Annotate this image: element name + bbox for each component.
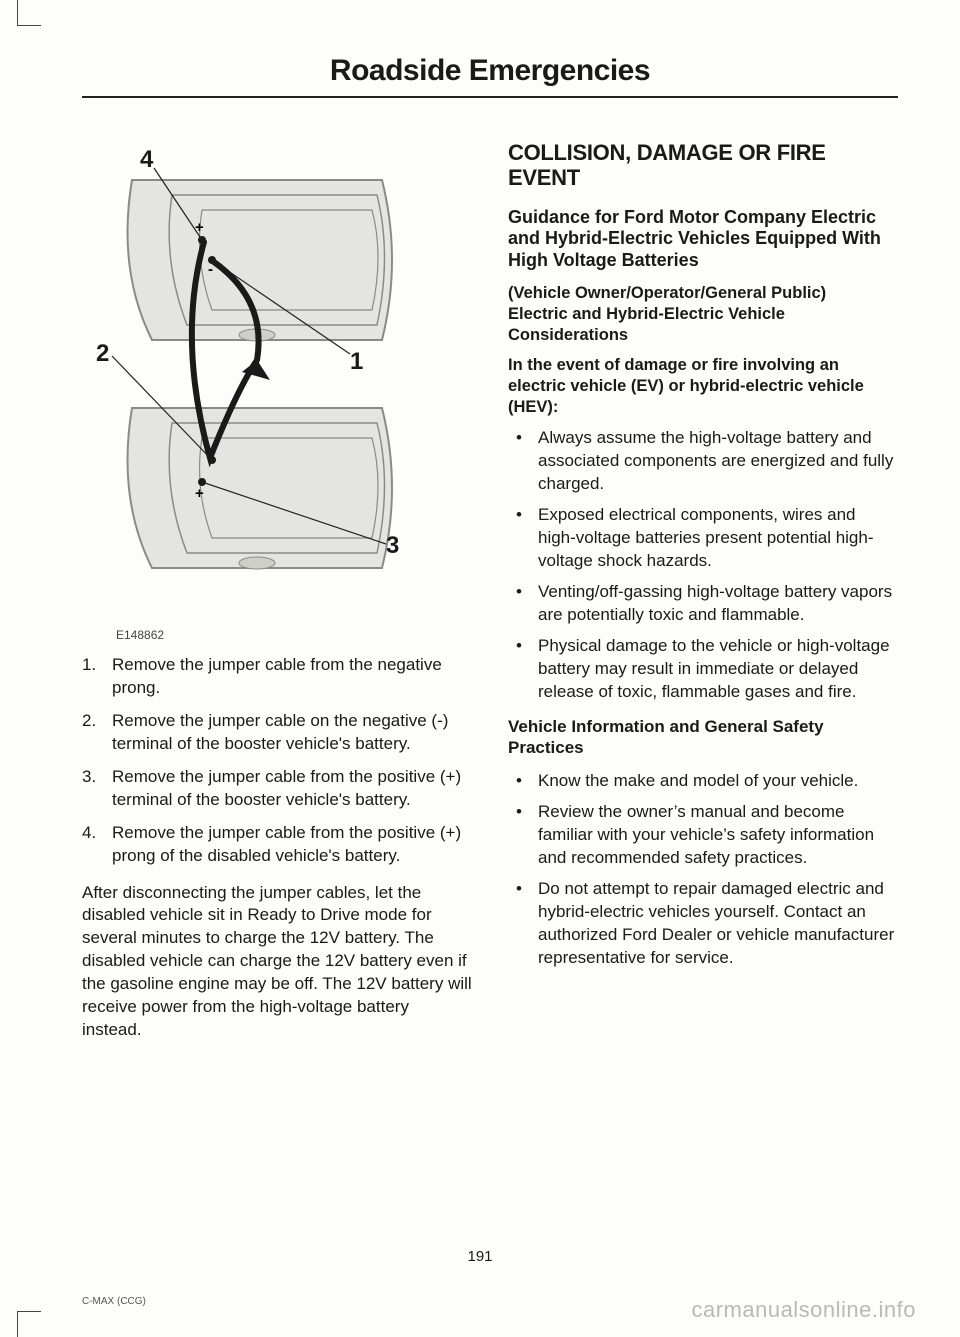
right-column: COLLISION, DAMAGE OR FIRE EVENT Guidance… (508, 140, 898, 1056)
page-title: Roadside Emergencies (82, 54, 898, 88)
safety-2: Review the owner’s manual and become fam… (508, 801, 898, 870)
diagram-svg: + - - + (82, 140, 422, 620)
removal-steps: Remove the jumper cable from the negativ… (82, 654, 472, 868)
diagram-label-4: 4 (140, 146, 153, 174)
step-3: Remove the jumper cable from the positiv… (82, 766, 472, 812)
step-4: Remove the jumper cable from the positiv… (82, 822, 472, 868)
step-2: Remove the jumper cable on the negative … (82, 710, 472, 756)
hazard-4: Physical damage to the vehicle or high-v… (508, 635, 898, 704)
hazard-2: Exposed electrical components, wires and… (508, 504, 898, 573)
left-column: + - - + 4 2 1 (82, 140, 472, 1056)
jumper-diagram: + - - + 4 2 1 (82, 140, 422, 620)
owner-heading: (Vehicle Owner/Operator/General Public) … (508, 283, 898, 345)
crop-mark-top (17, 0, 41, 26)
crop-mark-bottom (17, 1311, 41, 1337)
diagram-label-3: 3 (386, 532, 399, 560)
left-paragraph: After disconnecting the jumper cables, l… (82, 882, 472, 1043)
diagram-label-2: 2 (96, 340, 109, 368)
figure-reference: E148862 (116, 628, 472, 642)
header-rule (82, 96, 898, 98)
hazard-bullets: Always assume the high-voltage battery a… (508, 427, 898, 703)
page-number: 191 (0, 1248, 960, 1265)
hazard-1: Always assume the high-voltage battery a… (508, 427, 898, 496)
collision-heading: COLLISION, DAMAGE OR FIRE EVENT (508, 140, 898, 191)
safety-3: Do not attempt to repair damaged electri… (508, 878, 898, 970)
event-heading: In the event of damage or fire involving… (508, 355, 898, 417)
booster-vehicle (128, 180, 393, 341)
guidance-heading: Guidance for Ford Motor Company Electric… (508, 207, 898, 272)
disabled-vehicle (128, 408, 393, 569)
safety-heading: Vehicle Information and General Safety P… (508, 717, 898, 758)
two-column-layout: + - - + 4 2 1 (82, 140, 898, 1056)
top-plus: + (195, 219, 204, 236)
step-1: Remove the jumper cable from the negativ… (82, 654, 472, 700)
diagram-label-1: 1 (350, 348, 363, 376)
safety-bullets: Know the make and model of your vehicle.… (508, 770, 898, 970)
hazard-3: Venting/off-gassing high-voltage battery… (508, 581, 898, 627)
footer-code: C-MAX (CCG) (82, 1296, 146, 1307)
safety-1: Know the make and model of your vehicle. (508, 770, 898, 793)
page-content: Roadside Emergencies (0, 0, 960, 1056)
watermark: carmanualsonline.info (691, 1297, 916, 1323)
bot-plus: + (195, 485, 204, 502)
